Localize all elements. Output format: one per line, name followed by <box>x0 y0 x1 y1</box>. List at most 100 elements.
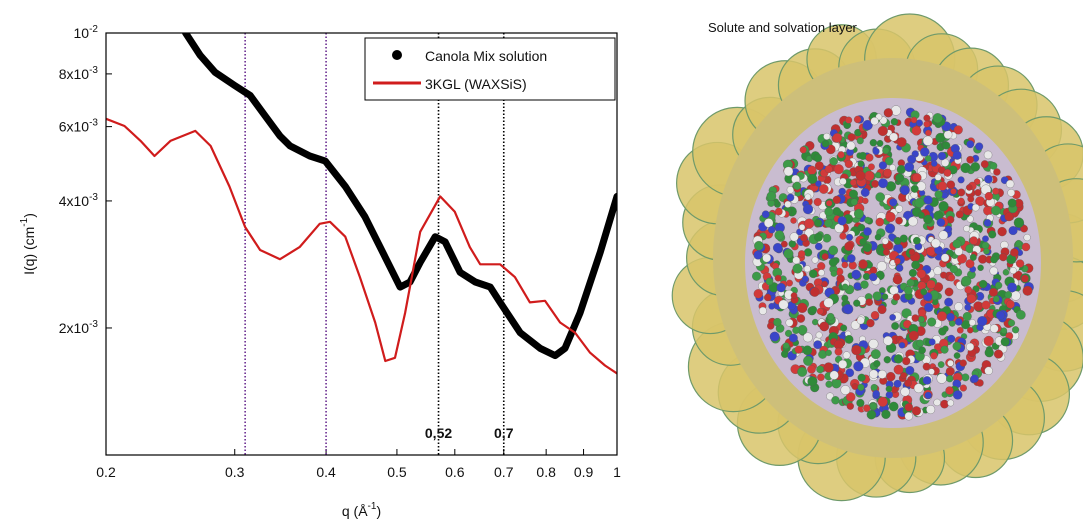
atom <box>925 129 932 137</box>
atom <box>851 345 862 356</box>
atom <box>990 255 998 264</box>
atom <box>973 178 981 185</box>
atom <box>933 266 942 275</box>
atom <box>1010 248 1019 257</box>
atom <box>924 155 932 162</box>
atom <box>828 258 838 267</box>
atom <box>846 402 854 410</box>
atom <box>984 366 993 375</box>
atom <box>883 108 893 118</box>
atom <box>913 383 924 394</box>
atom <box>825 349 832 357</box>
atom <box>960 162 971 174</box>
atom <box>764 293 772 302</box>
atom <box>860 280 869 289</box>
atom <box>832 195 841 204</box>
atom <box>774 230 785 241</box>
atom <box>853 361 864 372</box>
atom <box>824 165 833 174</box>
atom <box>1016 310 1026 320</box>
atom <box>790 292 798 299</box>
atom <box>834 347 843 356</box>
atom <box>878 178 888 189</box>
atom <box>797 302 808 313</box>
atom <box>816 365 824 374</box>
atom <box>856 137 864 145</box>
atom <box>807 165 817 175</box>
atom <box>957 188 966 197</box>
atom <box>928 338 936 346</box>
y-tick-label: 10-2 <box>74 24 99 41</box>
atom <box>761 210 770 219</box>
atom <box>872 291 882 301</box>
x-axis-label: q (Å-1) <box>342 501 381 519</box>
atom <box>979 279 988 289</box>
atom <box>871 180 879 188</box>
atom <box>813 153 823 163</box>
atom <box>813 340 823 350</box>
atom <box>807 174 818 184</box>
atom <box>983 150 993 160</box>
atom <box>1023 233 1031 242</box>
y-tick-label: 6x10-3 <box>59 118 99 135</box>
atom <box>823 132 831 140</box>
atom <box>895 216 903 225</box>
atom <box>865 298 873 306</box>
atom <box>962 312 972 321</box>
atom <box>872 390 880 398</box>
atom <box>942 325 949 332</box>
atom <box>788 240 797 248</box>
atom <box>862 119 873 131</box>
atom <box>889 132 899 142</box>
atom <box>802 204 814 215</box>
atom <box>794 345 803 354</box>
atom <box>991 205 1001 216</box>
atom <box>966 293 977 304</box>
atom <box>945 366 955 376</box>
atom <box>778 299 789 310</box>
atom <box>1022 285 1033 296</box>
atom <box>969 253 977 261</box>
atom <box>982 235 989 243</box>
atom <box>853 282 862 290</box>
atom <box>913 236 921 245</box>
atom <box>890 118 899 126</box>
atom <box>908 248 916 256</box>
atom <box>988 230 997 239</box>
atom <box>792 263 803 274</box>
y-label-exponent: -1 <box>19 217 30 226</box>
atom <box>952 390 963 400</box>
atom <box>992 187 1000 195</box>
atom <box>922 376 932 385</box>
atom <box>908 216 918 227</box>
atom <box>904 162 915 172</box>
atom <box>773 318 782 327</box>
x-tick-label: 1 <box>613 464 621 480</box>
atom <box>866 318 875 328</box>
atom <box>920 147 930 157</box>
atom <box>821 253 829 261</box>
atom <box>838 187 846 196</box>
atom <box>799 146 807 154</box>
atom <box>881 293 889 300</box>
atom <box>965 184 973 191</box>
atom <box>964 286 972 294</box>
atom <box>829 157 838 166</box>
atom <box>855 170 866 181</box>
atom <box>811 256 819 264</box>
atom <box>924 302 934 313</box>
atom <box>926 279 936 290</box>
atom <box>957 253 967 264</box>
atom <box>857 223 866 232</box>
atom <box>824 207 834 217</box>
atom <box>952 150 962 160</box>
atom <box>949 264 958 274</box>
atom <box>928 368 935 375</box>
atom <box>776 282 786 293</box>
atom <box>801 275 809 283</box>
atom <box>910 116 918 124</box>
atom <box>984 174 993 184</box>
atom <box>944 225 953 233</box>
atom <box>935 132 946 143</box>
atom <box>881 409 891 419</box>
